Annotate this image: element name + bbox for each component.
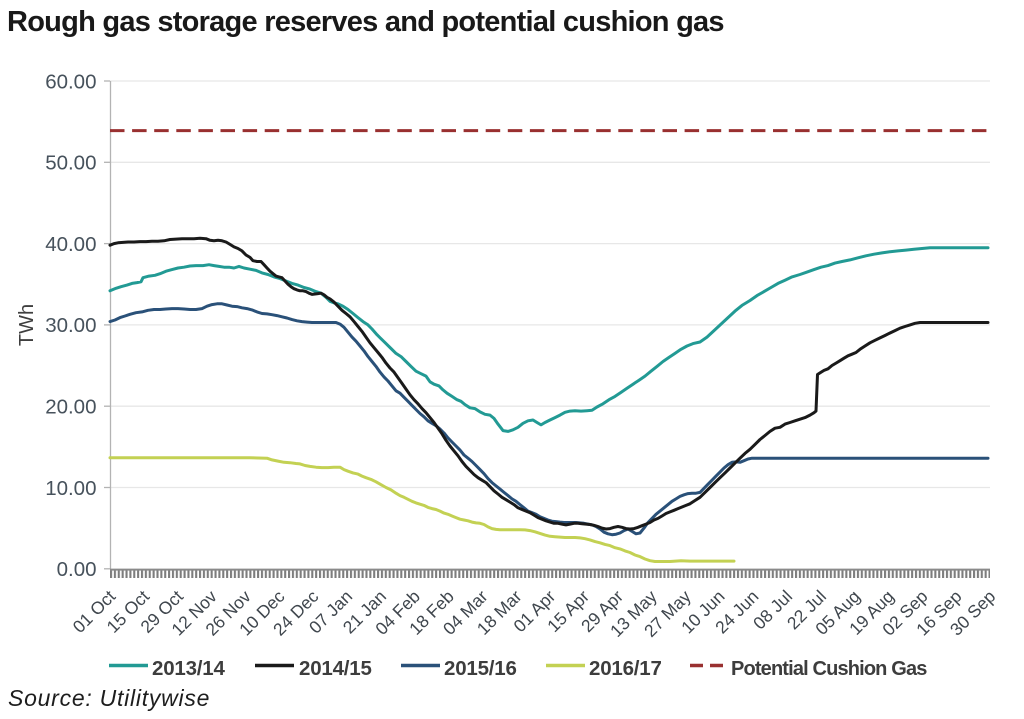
svg-text:20.00: 20.00 bbox=[45, 396, 96, 419]
svg-text:30.00: 30.00 bbox=[45, 314, 96, 337]
svg-text:60.00: 60.00 bbox=[45, 70, 96, 93]
svg-text:2014/15: 2014/15 bbox=[299, 657, 372, 680]
svg-text:TWh: TWh bbox=[16, 304, 38, 346]
svg-text:Potential Cushion Gas: Potential Cushion Gas bbox=[731, 658, 927, 680]
svg-text:2015/16: 2015/16 bbox=[444, 657, 517, 680]
svg-text:10.00: 10.00 bbox=[45, 477, 96, 500]
svg-text:50.00: 50.00 bbox=[45, 152, 96, 175]
svg-text:40.00: 40.00 bbox=[45, 233, 96, 256]
svg-text:2013/14: 2013/14 bbox=[152, 657, 226, 680]
svg-text:2016/17: 2016/17 bbox=[589, 657, 662, 680]
svg-text:0.00: 0.00 bbox=[57, 558, 97, 581]
